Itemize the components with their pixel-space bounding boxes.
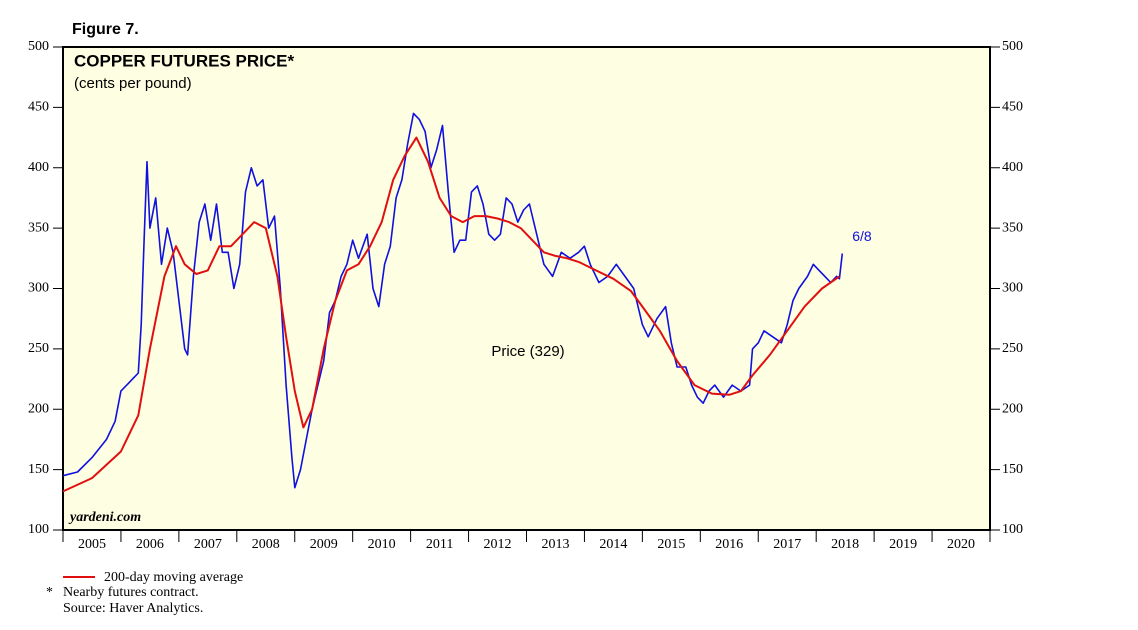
y-tick-label: 200 xyxy=(28,401,49,416)
x-tick-label: 2005 xyxy=(78,537,106,552)
chart-subtitle: (cents per pound) xyxy=(74,75,192,92)
footnote-marker: * xyxy=(46,585,53,600)
x-tick-label: 2012 xyxy=(484,537,512,552)
footnote: Nearby futures contract. xyxy=(63,585,199,600)
x-tick-label: 2010 xyxy=(368,537,396,552)
y-tick-label-right: 500 xyxy=(1002,39,1023,54)
y-tick-label-right: 200 xyxy=(1002,401,1023,416)
y-tick-label: 450 xyxy=(28,100,49,115)
source: Source: Haver Analytics. xyxy=(63,601,203,616)
watermark: yardeni.com xyxy=(68,510,141,525)
x-tick-label: 2013 xyxy=(541,537,569,552)
y-tick-label-right: 250 xyxy=(1002,341,1023,356)
y-tick-label-right: 400 xyxy=(1002,160,1023,175)
end-annotation: 6/8 xyxy=(852,228,872,244)
x-tick-label: 2014 xyxy=(599,537,627,552)
y-tick-label-right: 450 xyxy=(1002,100,1023,115)
y-tick-label: 300 xyxy=(28,281,49,296)
x-tick-label: 2017 xyxy=(773,537,801,552)
y-tick-label-right: 350 xyxy=(1002,220,1023,235)
x-tick-label: 2007 xyxy=(194,537,222,552)
x-tick-label: 2009 xyxy=(310,537,338,552)
series-line xyxy=(62,136,840,493)
legend-label: 200-day moving average xyxy=(104,570,243,585)
series-label: Price (329) xyxy=(491,343,564,360)
y-tick-label-right: 100 xyxy=(1002,522,1023,537)
x-tick-label: 2019 xyxy=(889,537,917,552)
x-tick-label: 2015 xyxy=(657,537,685,552)
x-tick-label: 2008 xyxy=(252,537,280,552)
x-tick-label: 2011 xyxy=(426,537,453,552)
y-tick-label: 350 xyxy=(28,220,49,235)
plot-area xyxy=(62,46,991,531)
y-tick-label: 400 xyxy=(28,160,49,175)
x-tick-label: 2016 xyxy=(715,537,743,552)
y-tick-label: 100 xyxy=(28,522,49,537)
x-tick-label: 2006 xyxy=(136,537,164,552)
x-tick-label: 2018 xyxy=(831,537,859,552)
y-tick-label-right: 300 xyxy=(1002,281,1023,296)
y-tick-label-right: 150 xyxy=(1002,462,1023,477)
figure-label: Figure 7. xyxy=(72,21,139,38)
x-tick-label: 2020 xyxy=(947,537,975,552)
y-tick-label: 250 xyxy=(28,341,49,356)
chart-title: COPPER FUTURES PRICE* xyxy=(74,51,294,70)
series-line xyxy=(62,112,844,489)
y-tick-label: 500 xyxy=(28,39,49,54)
y-tick-label: 150 xyxy=(28,462,49,477)
